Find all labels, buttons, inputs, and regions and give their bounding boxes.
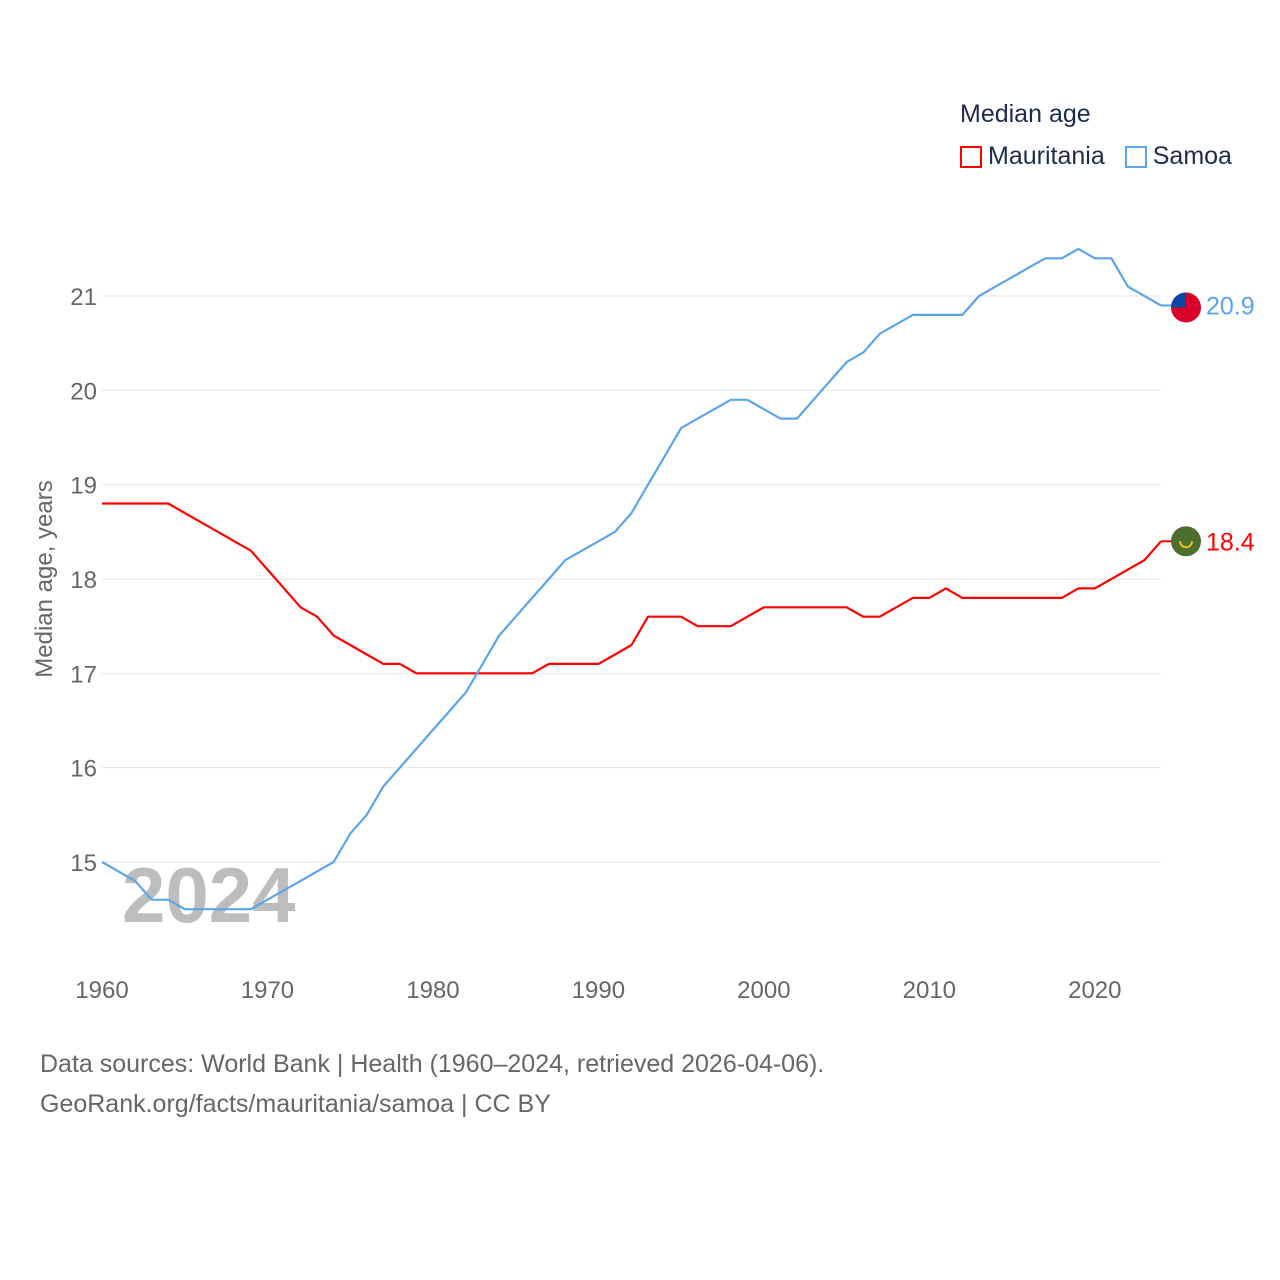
- source-link[interactable]: GeoRank.org/facts/mauritania/samoa | CC …: [40, 1090, 551, 1118]
- y-tick-label: 16: [70, 756, 97, 783]
- legend-swatch-samoa: [1124, 145, 1147, 168]
- data-source-text: Data sources: World Bank | Health (1960–…: [40, 1050, 825, 1078]
- samoa-flag-canton: [1171, 292, 1186, 308]
- series-line-mauritania: [102, 502, 1162, 675]
- end-value-label: 18.4: [1206, 528, 1255, 556]
- mauritania-flag-icon: [1171, 526, 1201, 557]
- y-tick-label: 17: [70, 661, 97, 688]
- x-tick-label: 2010: [903, 977, 956, 1004]
- legend: Mauritania Samoa: [960, 142, 1232, 171]
- y-tick-label: 19: [70, 473, 97, 500]
- y-tick-label: 20: [70, 378, 97, 405]
- series-line-samoa: [101, 247, 1162, 911]
- y-tick-label: 15: [70, 850, 97, 877]
- y-tick-label: 21: [70, 284, 97, 311]
- x-tick-label: 1970: [241, 977, 294, 1004]
- x-tick-label: 1980: [406, 977, 459, 1004]
- y-tick-label: 18: [70, 567, 97, 594]
- crescent-icon: [1179, 541, 1193, 549]
- legend-item-mauritania[interactable]: Mauritania: [960, 142, 1105, 171]
- x-tick-label: 2020: [1068, 977, 1121, 1004]
- legend-label: Samoa: [1152, 142, 1232, 170]
- x-tick-label: 1990: [572, 977, 625, 1004]
- x-tick-label: 2000: [737, 977, 790, 1004]
- year-watermark: 2024: [122, 851, 296, 939]
- end-value-label: 20.9: [1206, 292, 1255, 320]
- legend-label: Mauritania: [988, 142, 1105, 170]
- legend-title: Median age: [960, 100, 1091, 128]
- y-axis-label: Median age, years: [31, 480, 58, 677]
- legend-swatch-mauritania: [960, 145, 982, 168]
- x-tick-label: 1960: [75, 977, 128, 1004]
- footer: Data sources: World Bank | Health (1960–…: [40, 1044, 824, 1124]
- legend-item-samoa[interactable]: Samoa: [1124, 142, 1232, 171]
